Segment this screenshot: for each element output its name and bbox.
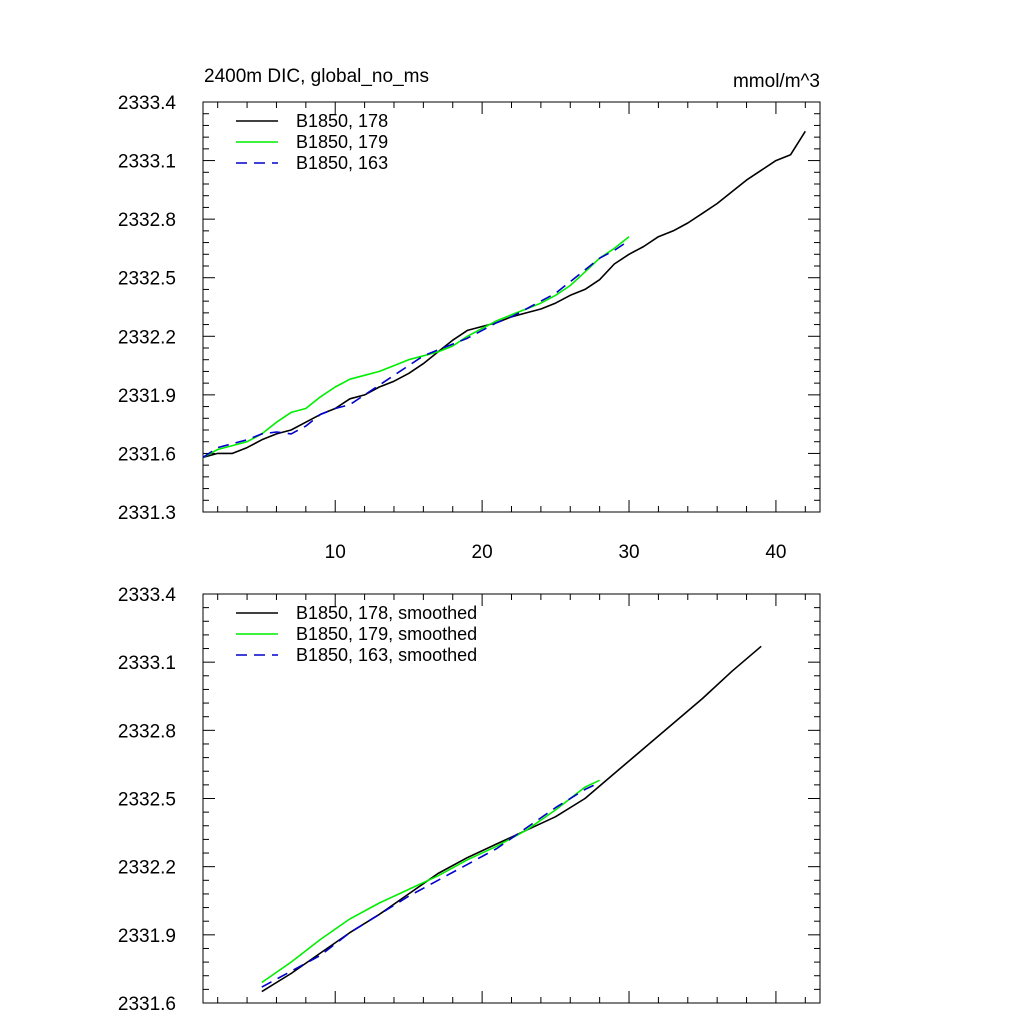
legend-label: B1850, 179 <box>296 132 388 152</box>
legend-label: B1850, 178, smoothed <box>296 603 477 623</box>
y-tick-label: 2332.8 <box>118 210 176 231</box>
series-line <box>202 236 630 459</box>
chart-title: 2400m DIC, global_no_ms <box>204 66 429 87</box>
y-tick-label: 2332.5 <box>118 790 176 811</box>
y-tick-label: 2333.4 <box>118 585 177 606</box>
series-line <box>261 645 762 993</box>
y-tick-label: 2333.1 <box>118 152 176 173</box>
y-tick-label: 2331.9 <box>118 386 176 407</box>
series-line <box>202 239 630 458</box>
y-tick-label: 2331.3 <box>118 503 176 524</box>
y-tick-label: 2333.1 <box>118 653 176 674</box>
legend-label: B1850, 163, smoothed <box>296 645 477 665</box>
series-line <box>202 130 806 459</box>
legend-label: B1850, 178 <box>296 111 388 131</box>
x-tick-label: 10 <box>325 542 346 563</box>
x-tick-label: 30 <box>618 542 639 563</box>
top-panel: 2331.3 2331.6 2331.9 2332.2 2332.5 2332.8 2333… <box>118 93 821 563</box>
bottom-panel: 2331.6 2331.9 2332.2 2332.5 2332.8 2333.1 2333… <box>118 585 821 1015</box>
y-tick-label: 2333.4 <box>118 93 177 114</box>
y-tick-label: 2331.6 <box>118 444 176 465</box>
y-tick-label: 2331.6 <box>118 994 176 1015</box>
y-tick-label: 2332.8 <box>118 721 176 742</box>
x-tick-label: 40 <box>765 542 786 563</box>
y-tick-label: 2332.5 <box>118 269 176 290</box>
y-tick-label: 2331.9 <box>118 926 176 947</box>
legend-label: B1850, 179, smoothed <box>296 624 477 644</box>
y-tick-label: 2332.2 <box>118 327 176 348</box>
legend-label: B1850, 163 <box>296 153 388 173</box>
x-tick-label: 20 <box>472 542 493 563</box>
units-label: mmol/m^3 <box>733 71 820 92</box>
series-line <box>261 779 600 984</box>
y-tick-label: 2332.2 <box>118 858 176 879</box>
series-line <box>261 781 600 988</box>
